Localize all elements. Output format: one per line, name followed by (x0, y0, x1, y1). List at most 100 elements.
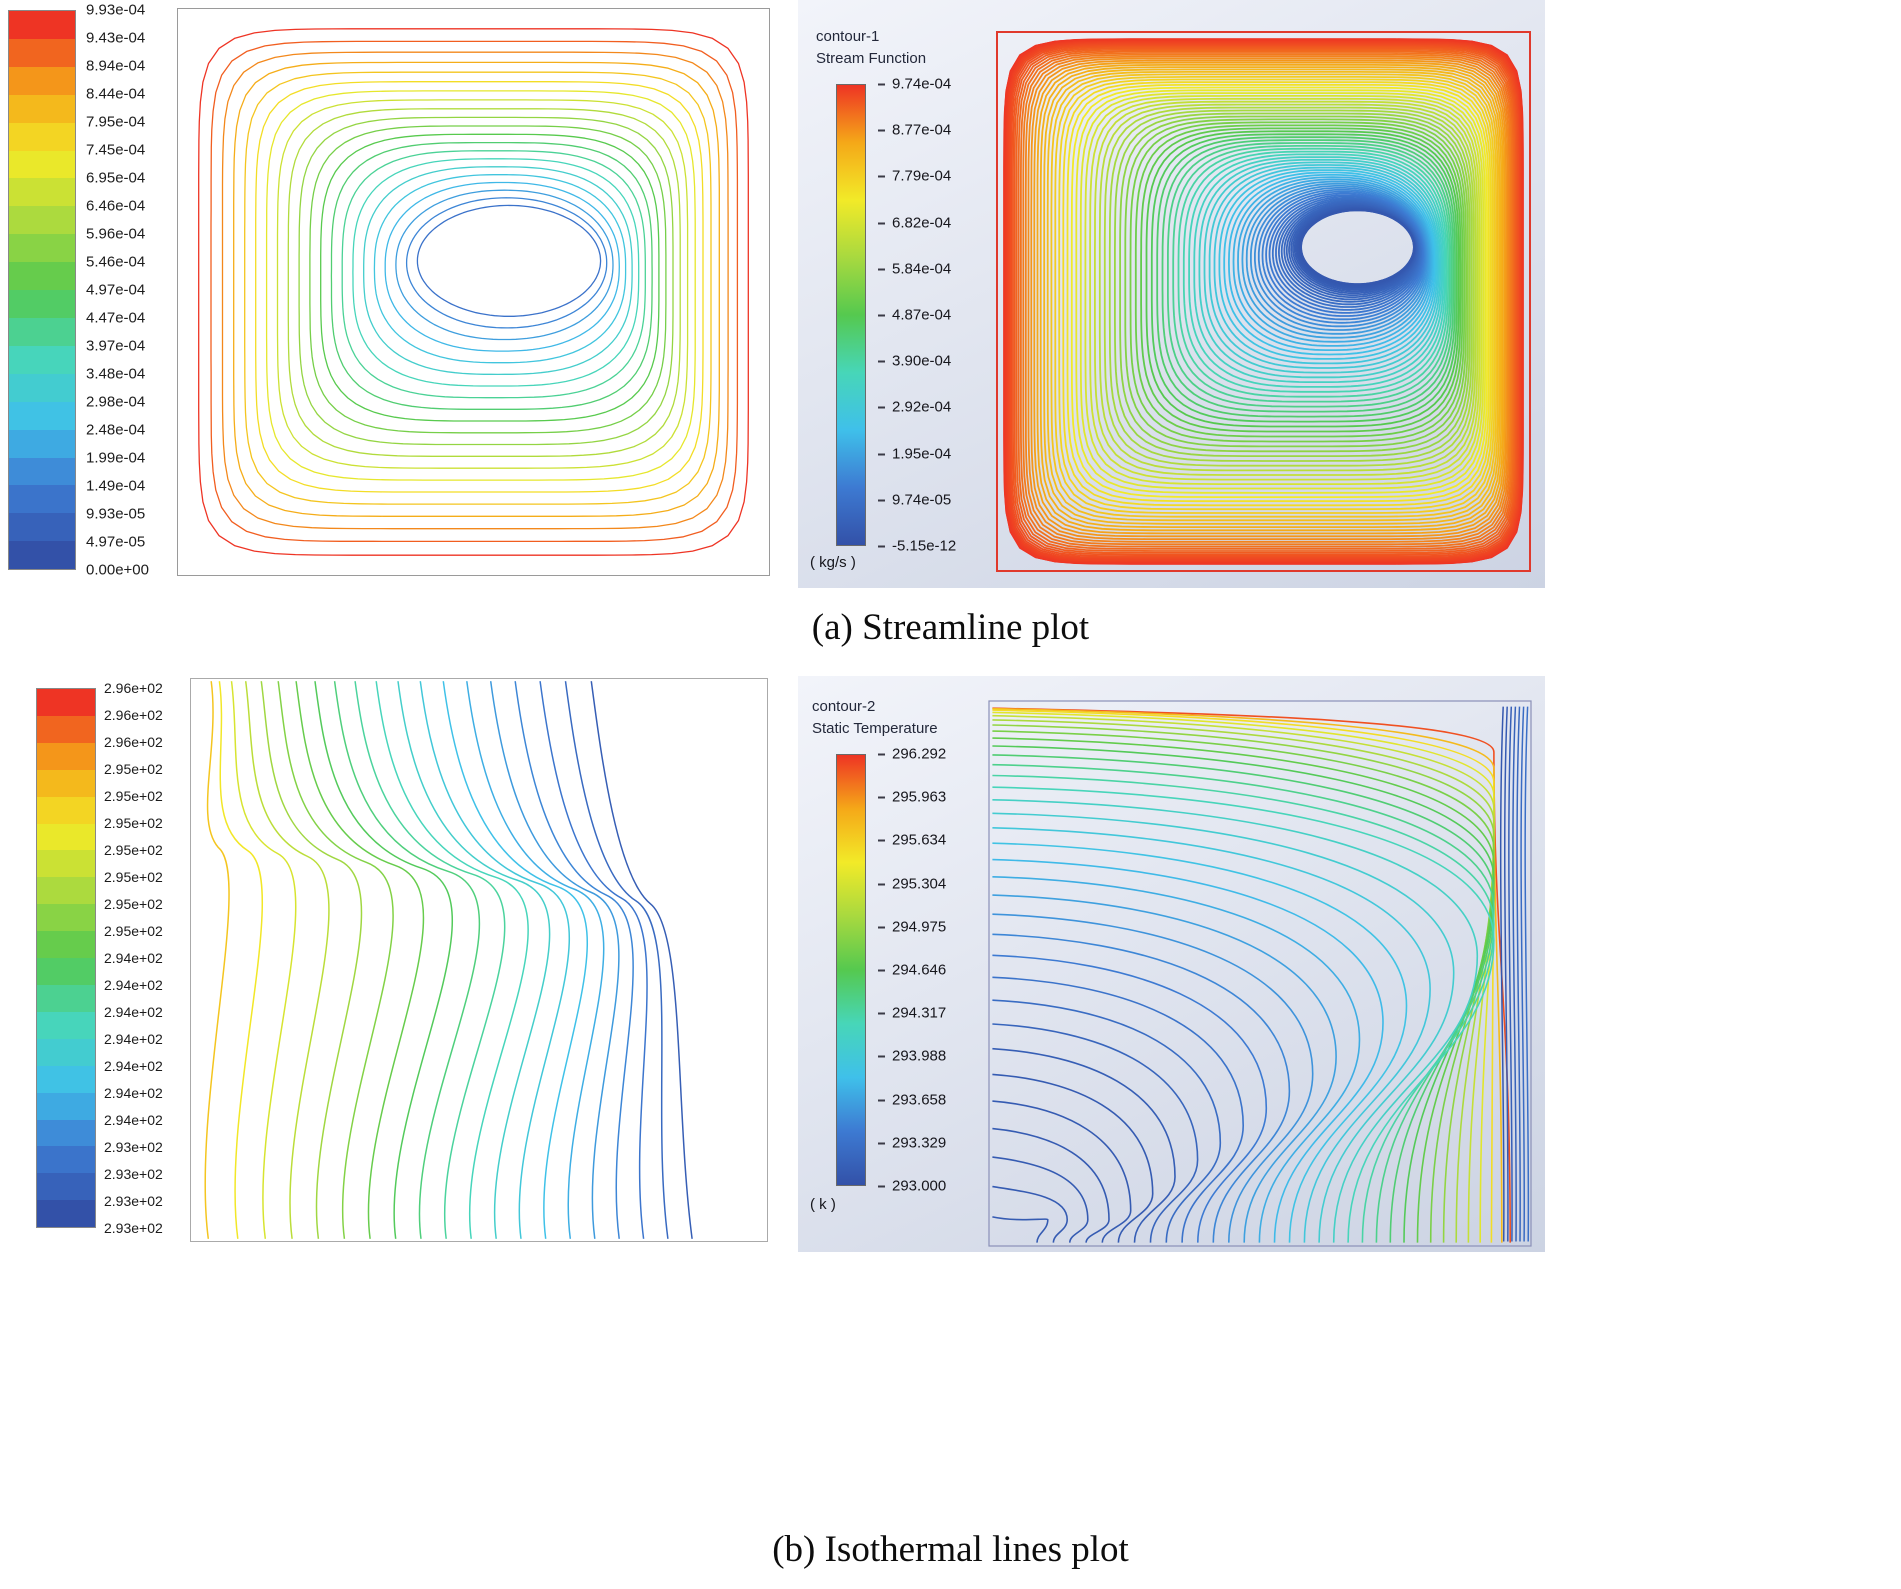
colorbar-label: 9.93e-05 (86, 505, 146, 523)
colorbar-block (37, 796, 95, 824)
temperature-unit: ( k ) (810, 1196, 836, 1213)
colorbar-block (37, 1200, 95, 1228)
fluent-temperature-colorbar (836, 754, 866, 1186)
colorbar-block (37, 1119, 95, 1147)
colorbar-label: 2.96e+02 (104, 734, 163, 750)
colorbar-label: 1.95e-04 (878, 445, 951, 462)
colorbar-label: 8.44e-04 (86, 85, 146, 103)
colorbar-label: 8.94e-04 (86, 57, 146, 75)
colorbar-label: 1.99e-04 (86, 449, 146, 467)
temperature-colorbar (36, 688, 96, 1228)
colorbar-label: 2.96e+02 (104, 680, 163, 696)
colorbar-label: 1.49e-04 (86, 477, 146, 495)
colorbar-block (9, 290, 75, 318)
colorbar-block (37, 904, 95, 932)
colorbar-label: 3.90e-04 (878, 353, 951, 370)
colorbar-label: 7.79e-04 (878, 168, 951, 185)
colorbar-block (9, 38, 75, 67)
fluent-streamfunction-plot (995, 30, 1532, 573)
colorbar-label: 296.292 (878, 746, 946, 763)
colorbar-label: 5.84e-04 (878, 260, 951, 277)
colorbar-block (37, 689, 95, 716)
colorbar-label: 2.96e+02 (104, 707, 163, 723)
colorbar-label: 2.95e+02 (104, 869, 163, 885)
colorbar-label: 2.48e-04 (86, 421, 146, 439)
colorbar-block (9, 429, 75, 458)
colorbar-label: 4.97e-05 (86, 533, 146, 551)
colorbar-label: 2.94e+02 (104, 950, 163, 966)
colorbar-label: 2.95e+02 (104, 761, 163, 777)
streamfunction-colorbar (8, 10, 76, 570)
fluent-temperature-svg (988, 700, 1532, 1247)
colorbar-block (9, 317, 75, 346)
colorbar-label: 4.87e-04 (878, 307, 951, 324)
colorbar-label: 6.46e-04 (86, 197, 146, 215)
colorbar-label: 2.94e+02 (104, 1112, 163, 1128)
colorbar-block (9, 401, 75, 430)
colorbar-label: 4.47e-04 (86, 309, 146, 327)
colorbar-label: 2.98e-04 (86, 393, 146, 411)
colorbar-block (37, 877, 95, 905)
fluent-title-line: Stream Function (816, 50, 927, 67)
colorbar-label: 2.94e+02 (104, 1085, 163, 1101)
colorbar-label: 294.317 (878, 1005, 946, 1022)
colorbar-label: 7.45e-04 (86, 141, 146, 159)
colorbar-block (9, 122, 75, 151)
colorbar-block (9, 234, 75, 263)
colorbar-block (9, 373, 75, 402)
colorbar-block (37, 1092, 95, 1120)
colorbar-label: 0.00e+00 (86, 561, 149, 579)
colorbar-label: 7.95e-04 (86, 113, 146, 131)
colorbar-block (9, 457, 75, 486)
colorbar-label: 294.975 (878, 918, 946, 935)
colorbar-label: 2.93e+02 (104, 1193, 163, 1209)
colorbar-block (9, 66, 75, 95)
colorbar-label: 9.74e-04 (878, 76, 951, 93)
caption-a: (a) Streamline plot (811, 607, 1090, 648)
colorbar-label: 293.658 (878, 1091, 946, 1108)
colorbar-label: 2.93e+02 (104, 1166, 163, 1182)
colorbar-block (37, 958, 95, 985)
colorbar-label: 2.94e+02 (104, 1004, 163, 1020)
fluent-title-line: Static Temperature (812, 720, 938, 737)
colorbar-block (37, 742, 95, 770)
colorbar-label: 9.93e-04 (86, 1, 146, 19)
colorbar-label: 2.94e+02 (104, 977, 163, 993)
colorbar-block (9, 150, 75, 179)
colorbar-block (9, 541, 75, 570)
colorbar-label: 2.95e+02 (104, 896, 163, 912)
colorbar-label: 5.46e-04 (86, 253, 146, 271)
colorbar-block (9, 11, 75, 39)
colorbar-label: -5.15e-12 (878, 538, 956, 555)
fluent-temperature-colorbar-labels: 296.292 295.963 295.634 295.304 294.975 294.6… (878, 746, 988, 1195)
colorbar-label: 9.74e-05 (878, 491, 951, 508)
colorbar-label: 6.82e-04 (878, 214, 951, 231)
colorbar-label: 2.93e+02 (104, 1220, 163, 1236)
streamline-contour-svg (198, 28, 749, 556)
colorbar-block (9, 345, 75, 374)
fluent-streamfunction-colorbar (836, 84, 866, 546)
colorbar-label: 2.94e+02 (104, 1031, 163, 1047)
fluent-contour2-title: contour-2 Static Temperature (812, 696, 938, 740)
colorbar-label: 2.93e+02 (104, 1139, 163, 1155)
colorbar-label: 293.000 (878, 1178, 946, 1195)
colorbar-block (9, 178, 75, 207)
colorbar-block (37, 715, 95, 743)
colorbar-label: 293.988 (878, 1048, 946, 1065)
fluent-title-line: contour-2 (812, 698, 876, 715)
colorbar-block (37, 1173, 95, 1201)
streamline-contour-plot (177, 8, 770, 576)
colorbar-block (9, 485, 75, 514)
colorbar-block (9, 262, 75, 291)
colorbar-label: 293.329 (878, 1134, 946, 1151)
isotherm-contour-svg (204, 681, 693, 1239)
colorbar-block (37, 1011, 95, 1039)
colorbar-label: 3.48e-04 (86, 365, 146, 383)
colorbar-label: 2.95e+02 (104, 815, 163, 831)
colorbar-label: 9.43e-04 (86, 29, 146, 47)
fluent-streamfunction-svg (996, 31, 1531, 572)
caption-b: (b) Isothermal lines plot (772, 1529, 1129, 1570)
colorbar-label: 2.95e+02 (104, 842, 163, 858)
colorbar-block (37, 823, 95, 851)
